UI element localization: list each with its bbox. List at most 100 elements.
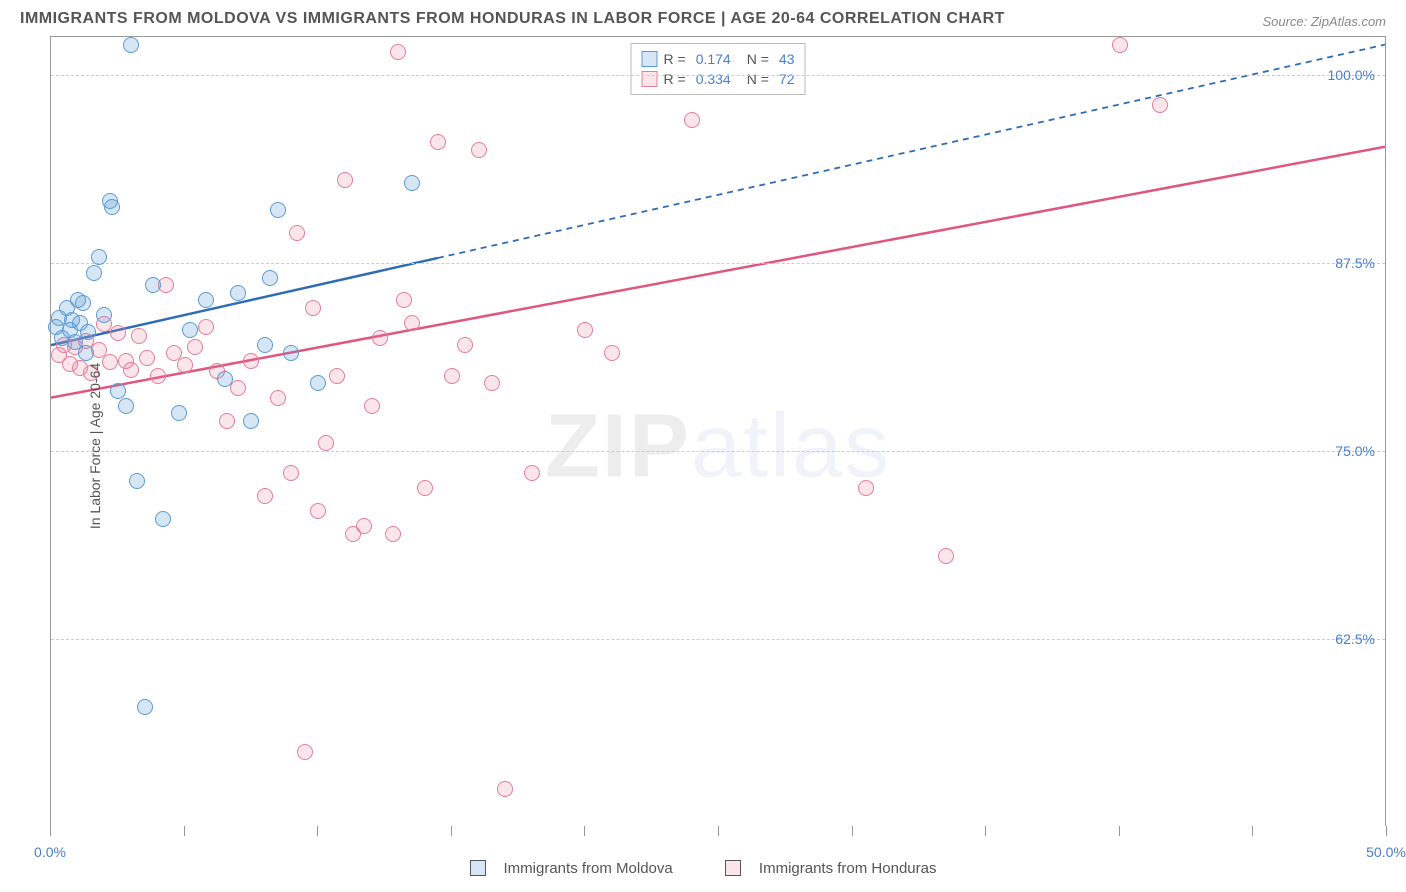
data-point-honduras: [310, 503, 326, 519]
legend-label: Immigrants from Moldova: [504, 860, 673, 877]
gridline: [51, 451, 1385, 452]
r-value: 0.174: [696, 51, 731, 67]
x-tick: [50, 826, 51, 836]
data-point-moldova: [137, 699, 153, 715]
data-point-moldova: [78, 345, 94, 361]
data-point-moldova: [129, 473, 145, 489]
data-point-honduras: [524, 465, 540, 481]
y-axis-label: In Labor Force | Age 20-64: [87, 363, 103, 529]
n-label: N =: [747, 51, 769, 67]
x-tick: [985, 826, 986, 836]
x-tick: [1119, 826, 1120, 836]
data-point-moldova: [283, 345, 299, 361]
data-point-moldova: [110, 383, 126, 399]
data-point-moldova: [243, 413, 259, 429]
x-tick-label: 0.0%: [34, 844, 66, 860]
data-point-moldova: [262, 270, 278, 286]
trend-line: [438, 45, 1385, 258]
data-point-honduras: [289, 225, 305, 241]
r-value: 0.334: [696, 71, 731, 87]
data-point-honduras: [329, 368, 345, 384]
data-point-honduras: [497, 781, 513, 797]
data-point-honduras: [243, 353, 259, 369]
data-point-moldova: [86, 265, 102, 281]
watermark: ZIPatlas: [545, 396, 891, 499]
legend-row-honduras: R = 0.334 N = 72: [642, 69, 795, 89]
x-tick: [451, 826, 452, 836]
data-point-moldova: [104, 199, 120, 215]
data-point-honduras: [297, 744, 313, 760]
data-point-honduras: [219, 413, 235, 429]
data-point-moldova: [217, 371, 233, 387]
x-tick: [584, 826, 585, 836]
data-point-honduras: [131, 328, 147, 344]
data-point-honduras: [604, 345, 620, 361]
data-point-moldova: [230, 285, 246, 301]
gridline: [51, 639, 1385, 640]
data-point-honduras: [484, 375, 500, 391]
data-point-moldova: [96, 307, 112, 323]
data-point-moldova: [155, 511, 171, 527]
legend-item-moldova: Immigrants from Moldova: [458, 860, 685, 877]
n-value: 43: [779, 51, 795, 67]
legend-item-honduras: Immigrants from Honduras: [713, 860, 949, 877]
data-point-honduras: [356, 518, 372, 534]
gridline: [51, 263, 1385, 264]
legend-row-moldova: R = 0.174 N = 43: [642, 49, 795, 69]
data-point-honduras: [337, 172, 353, 188]
x-tick: [718, 826, 719, 836]
data-point-moldova: [80, 324, 96, 340]
data-point-moldova: [118, 398, 134, 414]
data-point-honduras: [318, 435, 334, 451]
data-point-moldova: [145, 277, 161, 293]
data-point-honduras: [417, 480, 433, 496]
data-point-honduras: [150, 368, 166, 384]
data-point-honduras: [364, 398, 380, 414]
data-point-honduras: [938, 548, 954, 564]
data-point-moldova: [75, 295, 91, 311]
data-point-honduras: [270, 390, 286, 406]
data-point-honduras: [198, 319, 214, 335]
x-tick: [852, 826, 853, 836]
data-point-moldova: [91, 249, 107, 265]
square-icon: [642, 71, 658, 87]
y-tick-label: 75.0%: [1335, 443, 1375, 459]
chart-title: IMMIGRANTS FROM MOLDOVA VS IMMIGRANTS FR…: [20, 10, 1005, 28]
data-point-honduras: [305, 300, 321, 316]
data-point-honduras: [177, 357, 193, 373]
data-point-honduras: [123, 362, 139, 378]
r-label: R =: [664, 71, 686, 87]
y-tick-label: 87.5%: [1335, 255, 1375, 271]
square-icon: [725, 860, 741, 876]
data-point-honduras: [396, 292, 412, 308]
n-value: 72: [779, 71, 795, 87]
data-point-honduras: [187, 339, 203, 355]
square-icon: [470, 860, 486, 876]
gridline: [51, 75, 1385, 76]
source-attribution: Source: ZipAtlas.com: [1262, 14, 1386, 29]
data-point-honduras: [471, 142, 487, 158]
data-point-honduras: [404, 315, 420, 331]
data-point-honduras: [139, 350, 155, 366]
data-point-honduras: [283, 465, 299, 481]
x-tick: [1252, 826, 1253, 836]
data-point-honduras: [372, 330, 388, 346]
data-point-moldova: [123, 37, 139, 53]
x-tick: [1386, 826, 1387, 836]
data-point-moldova: [310, 375, 326, 391]
x-tick: [184, 826, 185, 836]
correlation-legend: R = 0.174 N = 43 R = 0.334 N = 72: [631, 43, 806, 95]
data-point-honduras: [102, 354, 118, 370]
data-point-moldova: [171, 405, 187, 421]
square-icon: [642, 51, 658, 67]
data-point-honduras: [385, 526, 401, 542]
data-point-honduras: [230, 380, 246, 396]
n-label: N =: [747, 71, 769, 87]
series-legend: Immigrants from Moldova Immigrants from …: [0, 860, 1406, 877]
data-point-honduras: [430, 134, 446, 150]
x-axis: [50, 826, 1386, 840]
data-point-honduras: [1112, 37, 1128, 53]
x-tick: [317, 826, 318, 836]
y-tick-label: 62.5%: [1335, 631, 1375, 647]
data-point-honduras: [257, 488, 273, 504]
